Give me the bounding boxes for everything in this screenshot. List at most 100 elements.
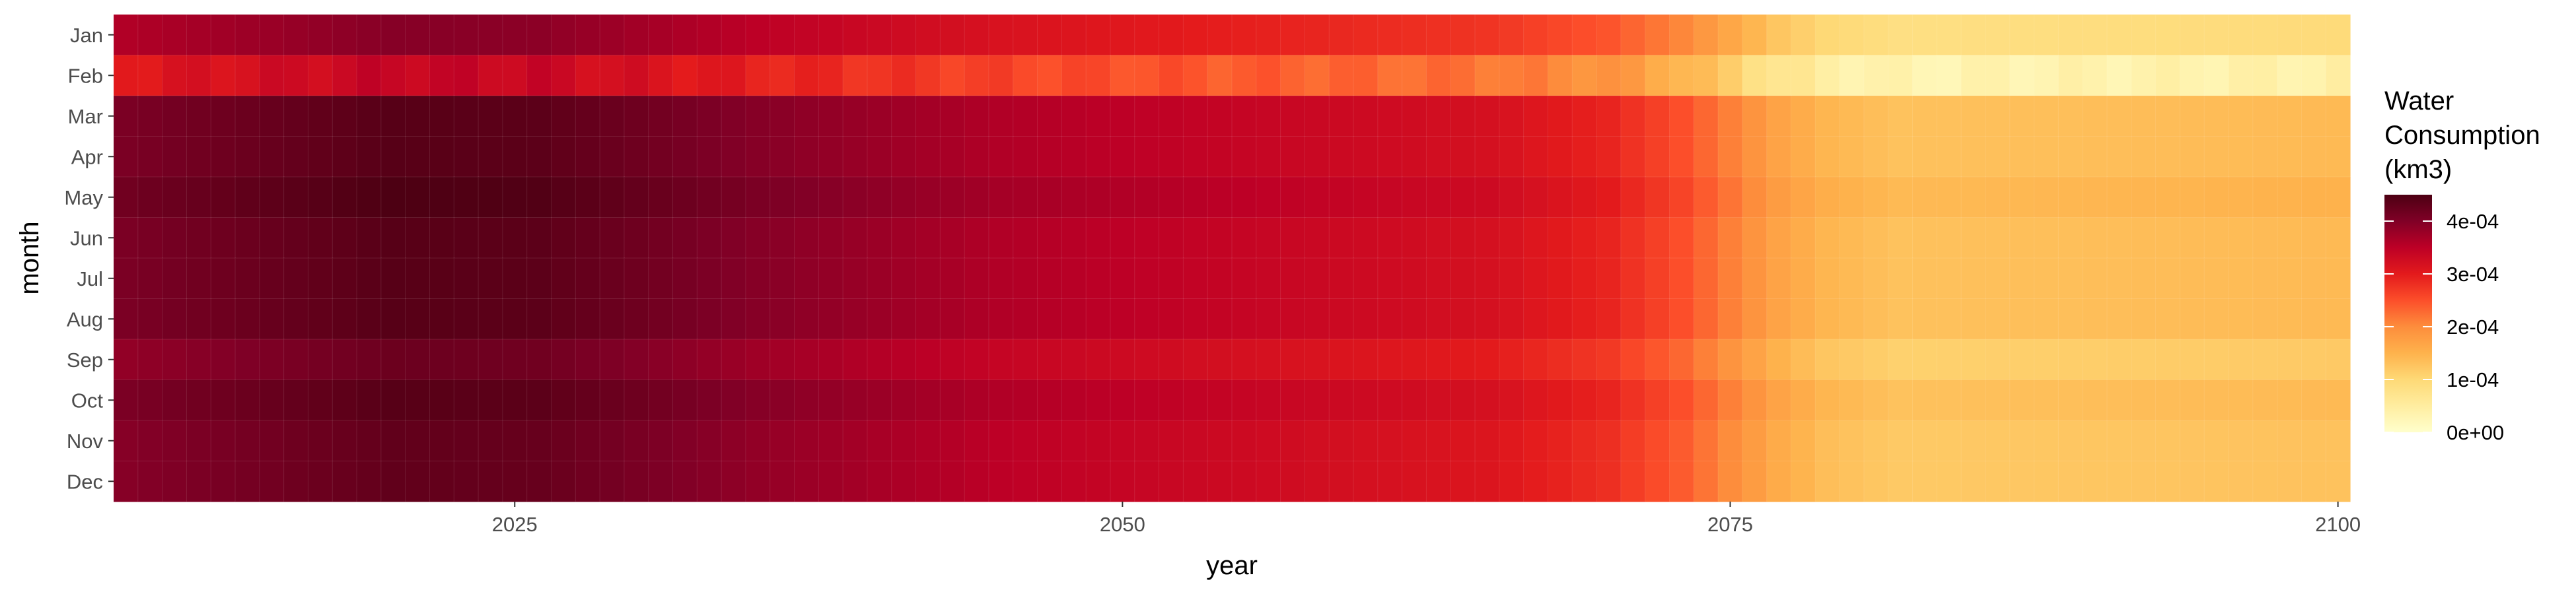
heatmap-cell [1110, 176, 1135, 218]
heatmap-cell [1134, 420, 1160, 462]
heatmap-cell [307, 217, 334, 259]
heatmap-cell [2228, 136, 2254, 178]
heatmap-cell [2277, 339, 2303, 381]
y-tick-label: Dec [67, 470, 103, 493]
heatmap-cell [1620, 176, 1646, 218]
heatmap-cell [2082, 298, 2108, 341]
heatmap-cell [624, 136, 649, 178]
heatmap-cell [1402, 55, 1427, 97]
heatmap-cell [1085, 257, 1112, 300]
heatmap-cell [915, 298, 941, 341]
legend-title-line-1: Water [2384, 86, 2454, 116]
heatmap-cell [769, 298, 795, 341]
heatmap-cell [794, 257, 820, 300]
heatmap-cell [745, 176, 771, 218]
heatmap-cell [988, 136, 1014, 178]
heatmap-cell [1377, 217, 1403, 259]
heatmap-cell [696, 461, 723, 503]
heatmap-cell [867, 257, 892, 300]
heatmap-cell [2155, 14, 2181, 56]
heatmap-cell [162, 420, 188, 462]
heatmap-cell [1231, 257, 1257, 300]
heatmap-cell [1499, 461, 1524, 503]
heatmap-cell [1863, 55, 1889, 97]
heatmap-cell [186, 298, 212, 341]
heatmap-cell [2106, 380, 2132, 422]
heatmap-cell [1912, 217, 1938, 259]
heatmap-cell [1717, 217, 1743, 259]
heatmap-cell [1207, 136, 1233, 178]
heatmap-cell [502, 176, 528, 218]
heatmap-cell [478, 55, 503, 97]
heatmap-cell [356, 461, 382, 503]
heatmap-cell [891, 176, 917, 218]
heatmap-cell [283, 55, 309, 97]
heatmap-cell [1353, 136, 1378, 178]
heatmap-cell [478, 420, 503, 462]
heatmap-cell [234, 339, 260, 381]
heatmap-cell [137, 461, 163, 503]
heatmap-cell [1645, 380, 1670, 422]
heatmap-cell [234, 176, 260, 218]
heatmap-cell [332, 461, 358, 503]
heatmap-cell [988, 380, 1014, 422]
heatmap-cell [283, 380, 309, 422]
heatmap-cell [1985, 461, 2011, 503]
heatmap-cell [526, 461, 552, 503]
heatmap-cell [1159, 380, 1184, 422]
heatmap-cell [1742, 14, 1768, 56]
heatmap-cell [1936, 95, 1962, 137]
heatmap-cell [453, 420, 480, 462]
heatmap-cell [1839, 298, 1865, 341]
heatmap-cell [1547, 257, 1573, 300]
heatmap-cell [842, 14, 869, 56]
heatmap-cell [356, 298, 382, 341]
heatmap-cell [867, 14, 892, 56]
heatmap-cell [1280, 420, 1306, 462]
heatmap-cell [721, 55, 747, 97]
heatmap-cell [162, 95, 188, 137]
heatmap-cell [2203, 298, 2230, 341]
heatmap-cell [1013, 298, 1038, 341]
heatmap-cell [964, 298, 990, 341]
heatmap-cell [842, 420, 869, 462]
heatmap-cell [1717, 95, 1743, 137]
heatmap-cell [1499, 55, 1524, 97]
heatmap-cell [1645, 339, 1670, 381]
heatmap-cell [794, 95, 820, 137]
heatmap-cell [1693, 217, 1719, 259]
heatmap-cell [2009, 14, 2035, 56]
heatmap-cell [1134, 95, 1160, 137]
heatmap-cell [1304, 380, 1330, 422]
heatmap-cell [2131, 420, 2157, 462]
heatmap-cell [2203, 136, 2230, 178]
heatmap-cell [1766, 55, 1792, 97]
heatmap-cell [259, 55, 285, 97]
heatmap-cell [696, 380, 723, 422]
heatmap-cell [696, 176, 723, 218]
heatmap-cell [599, 176, 625, 218]
heatmap-cell [259, 257, 285, 300]
heatmap-cell [2155, 55, 2181, 97]
heatmap-cell [1207, 217, 1233, 259]
heatmap-cell [1668, 380, 1695, 422]
y-axis-ticks: Jan Feb Mar Apr May Jun Jul Aug Sep Oct Nov Dec [64, 24, 114, 493]
heatmap-cell [380, 380, 406, 422]
heatmap-cell [2325, 55, 2351, 97]
heatmap-cell [1523, 136, 1549, 178]
heatmap-cell [1280, 95, 1306, 137]
heatmap-cell [1499, 217, 1524, 259]
heatmap-cell [1547, 55, 1573, 97]
heatmap-cell [137, 95, 163, 137]
heatmap-cell [1353, 298, 1378, 341]
heatmap-cell [1231, 339, 1257, 381]
heatmap-cell [1693, 380, 1719, 422]
heatmap-cell [721, 420, 747, 462]
heatmap-cell [1013, 55, 1038, 97]
heatmap-cell [842, 461, 869, 503]
heatmap-cell [113, 176, 139, 218]
heatmap-cell [1256, 298, 1281, 341]
heatmap-cell [769, 14, 795, 56]
y-tick-label: Apr [71, 145, 103, 168]
heatmap-cell [721, 339, 747, 381]
